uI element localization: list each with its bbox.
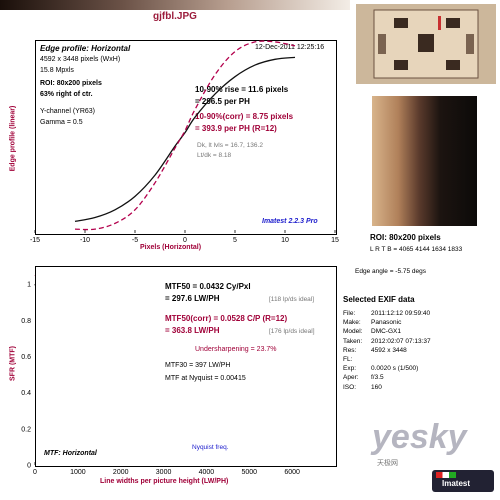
watermark-subtitle: 天极网: [377, 460, 398, 467]
mtf-y-tick-label: 0: [27, 463, 31, 470]
exif-title: Selected EXIF data: [343, 295, 415, 304]
edge-x-tick-label: 15: [331, 237, 339, 244]
exif-row: Model: DMC-GX1: [343, 328, 401, 335]
roi-position: 63% right of ctr.: [40, 91, 93, 98]
exif-value: DMC-GX1: [371, 328, 401, 336]
mtf-x-tick-label: 6000: [284, 469, 300, 476]
exif-value: 160: [371, 383, 382, 391]
mtf-y-tick-label: 0.4: [21, 390, 31, 397]
exif-value: Panasonic: [371, 319, 402, 327]
edge-profile-series-2: [74, 40, 296, 231]
rise-line-1: 10-90% rise = 11.6 pixels: [195, 85, 289, 94]
exif-key: Aper:: [343, 374, 359, 382]
exif-value: 2011:12:12 09:59:40: [371, 310, 431, 317]
exif-value: 2012:02:07 07:13:37: [371, 337, 431, 345]
edge-x-tick-label: -10: [80, 237, 90, 244]
mtf50-corr-line-2: = 363.8 LW/PH: [165, 326, 220, 335]
mtf50-ideal: [118 lp/ds ideal]: [269, 296, 315, 303]
edge-x-tick-label: 0: [183, 237, 187, 244]
exif-row: Taken: 2012:02:07 07:13:37: [343, 338, 431, 345]
exif-row: Res: 4592 x 3448: [343, 347, 407, 354]
edge-profile-panel: [35, 40, 337, 235]
image-size: 4592 x 3448 pixels (WxH): [40, 56, 121, 63]
mtf-y-tick-label: 0.2: [21, 426, 31, 433]
badge-text: Imatest: [442, 479, 471, 488]
watermark: yesky 天极网 Imatest: [372, 418, 497, 496]
exif-value: 0.0020 s (1/500): [371, 365, 419, 373]
imatest-version: Imatest 2.2.3 Pro: [262, 218, 318, 225]
exif-key: ISO:: [343, 383, 357, 391]
mtf50-corr-line-1: MTF50(corr) = 0.0528 C/P (R=12): [165, 314, 288, 323]
mtf50-corr-ideal: [176 lp/ds ideal]: [269, 328, 315, 335]
exif-row: ISO: 160: [343, 384, 382, 391]
exif-value: 4592 x 3448: [371, 346, 407, 354]
exif-key: Res:: [343, 346, 357, 354]
mtf50-line-2: = 297.6 LW/PH: [165, 294, 220, 303]
roi-lrtb: L R T B = 4065 4144 1634 1833: [370, 246, 463, 253]
nyquist-label: Nyquist freq.: [192, 444, 229, 451]
mtf-panel-label: MTF: Horizontal: [44, 450, 97, 457]
mtf-x-tick-label: 4000: [199, 469, 215, 476]
mtf-x-tick-label: 2000: [113, 469, 129, 476]
watermark-text: yesky: [372, 418, 467, 456]
mtf50-line-1: MTF50 = 0.0432 Cy/Pxl: [165, 282, 251, 291]
test-chart-thumbnail: [356, 4, 496, 84]
exif-value: f/3.5: [371, 374, 384, 382]
gamma-info: Gamma = 0.5: [40, 119, 83, 126]
rise-corr-line-2: = 393.9 per PH (R=12): [195, 124, 277, 133]
edge-timestamp: 12-Dec-2011 12:25:16: [255, 44, 325, 51]
mtf-y-tick-label: 0.6: [21, 354, 31, 361]
edge-x-tick-label: -5: [132, 237, 138, 244]
mtf30: MTF30 = 397 LW/PH: [165, 362, 231, 369]
roi-size-label: ROI: 80x200 pixels: [370, 233, 441, 242]
exif-row: File: 2011:12:12 09:59:40: [343, 310, 430, 317]
exif-key: Taken:: [343, 337, 363, 345]
roi-info: ROI: 80x200 pixels: [40, 80, 102, 87]
exif-key: File:: [343, 310, 356, 317]
mtf-at-nyquist: MTF at Nyquist = 0.00415: [165, 375, 246, 382]
edge-profile-series-1: [74, 56, 296, 223]
exif-key: Exp:: [343, 365, 357, 373]
mtf-x-tick-label: 5000: [241, 469, 257, 476]
badge-flag: [436, 472, 456, 478]
mtf-x-label: Line widths per picture height (LW/PH): [100, 478, 229, 485]
dk-lt-levels: Dk, lt lvls = 16.7, 136.2: [197, 142, 263, 149]
exif-row: Aper: f/3.5: [343, 374, 384, 381]
undersharpening: Undersharpening = 23.7%: [195, 346, 277, 353]
roi-image: [372, 96, 477, 226]
edge-panel-title: Edge profile: Horizontal: [40, 44, 131, 53]
tone-gradient-bar: [0, 0, 350, 10]
exif-row: Exp: 0.0020 s (1/500): [343, 365, 418, 372]
thumbnail-graphic: [373, 9, 479, 79]
exif-key: FL:: [343, 356, 353, 363]
rise-line-2: = 296.5 per PH: [195, 97, 250, 106]
channel-info: Y-channel (YR63): [40, 108, 95, 115]
edge-x-label: Pixels (Horizontal): [140, 244, 202, 251]
file-title: gjfbl.JPG: [153, 11, 197, 22]
mtf-x-tick-label: 0: [33, 469, 37, 476]
lt-dk-ratio: Lt/dk = 8.18: [197, 152, 232, 159]
mtf-y-label: SFR (MTF): [9, 346, 17, 381]
edge-y-label: Edge profile (linear): [9, 105, 17, 172]
mtf-y-tick-label: 1: [27, 282, 31, 289]
mtf-x-tick-label: 3000: [156, 469, 172, 476]
edge-angle: Edge angle = -5.75 degs: [355, 268, 427, 275]
exif-key: Make:: [343, 319, 361, 327]
exif-row: Make: Panasonic: [343, 319, 401, 326]
edge-x-tick-label: -15: [30, 237, 40, 244]
mtf-panel: [35, 266, 337, 467]
edge-x-tick-label: 10: [281, 237, 289, 244]
mtf-y-tick-label: 0.8: [21, 318, 31, 325]
edge-x-tick-label: 5: [233, 237, 237, 244]
mpxls: 15.8 Mpxls: [40, 67, 74, 74]
imatest-badge: Imatest: [432, 470, 494, 492]
mtf-x-tick-label: 1000: [70, 469, 86, 476]
exif-key: Model:: [343, 328, 363, 336]
exif-row: FL:: [343, 356, 371, 363]
rise-corr-line-1: 10-90%(corr) = 8.75 pixels: [195, 112, 294, 121]
